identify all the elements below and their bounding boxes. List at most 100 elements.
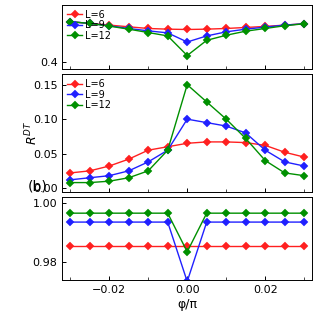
L=6 [88,169,92,173]
Line: L=12: L=12 [67,210,307,255]
L=9 [283,220,287,224]
L=12 [88,181,92,185]
L=12 [68,181,72,185]
L=9 [205,121,209,124]
L=6 [127,157,131,161]
L=9 [302,220,306,224]
L=12 [244,29,248,33]
L=12 [127,27,131,31]
L=9 [127,220,131,224]
L=6 [107,244,111,248]
Line: L=9: L=9 [67,19,307,45]
L=6 [244,244,248,248]
L=12 [88,211,92,215]
L=6 [224,140,228,144]
L=9 [224,220,228,224]
L=9 [68,178,72,182]
L=6 [68,20,72,24]
L=9 [68,220,72,224]
L=12 [185,83,189,87]
L=12 [166,34,170,38]
L=12 [224,211,228,215]
L=12 [224,33,228,37]
L=6 [283,244,287,248]
L=9 [88,21,92,25]
L=9 [127,169,131,173]
L=12 [107,179,111,183]
L=12 [283,24,287,28]
L=9 [302,22,306,26]
L=9 [224,124,228,128]
L=9 [68,20,72,24]
L=9 [283,23,287,27]
L=12 [166,211,170,215]
Legend: L=6, L=9, L=12: L=6, L=9, L=12 [65,8,113,43]
L=6 [205,140,209,144]
L=9 [166,31,170,35]
L=9 [146,220,150,224]
L=6 [263,25,267,28]
L=9 [244,220,248,224]
L=9 [302,164,306,168]
L=12 [68,211,72,215]
L=6 [107,164,111,168]
X-axis label: φ/π: φ/π [177,298,197,311]
L=6 [88,21,92,25]
L=12 [263,159,267,163]
L=12 [205,38,209,42]
L=12 [224,117,228,121]
L=9 [205,34,209,38]
L=9 [146,160,150,164]
L=6 [263,143,267,147]
L=9 [166,220,170,224]
L=9 [244,27,248,31]
L=9 [224,30,228,34]
L=12 [302,174,306,178]
Line: L=6: L=6 [67,19,307,33]
L=12 [244,211,248,215]
L=9 [263,148,267,152]
L=9 [107,24,111,28]
L=6 [302,22,306,26]
L=12 [302,211,306,215]
Legend: L=6, L=9, L=12: L=6, L=9, L=12 [65,77,113,112]
L=9 [146,29,150,33]
L=12 [302,22,306,26]
L=12 [127,211,131,215]
L=9 [185,280,189,284]
L=6 [127,244,131,248]
L=12 [146,31,150,35]
L=6 [283,23,287,27]
L=9 [166,148,170,152]
L=6 [244,26,248,29]
L=12 [205,211,209,215]
L=6 [68,244,72,248]
Line: L=6: L=6 [67,243,307,249]
L=12 [283,171,287,175]
L=12 [107,211,111,215]
L=9 [263,25,267,29]
L=12 [68,20,72,24]
L=9 [127,27,131,30]
Line: L=6: L=6 [67,139,307,176]
L=6 [302,155,306,159]
L=9 [283,160,287,164]
L=6 [166,244,170,248]
L=6 [224,27,228,30]
L=6 [185,244,189,248]
Y-axis label: $R^{DT}$: $R^{DT}$ [23,121,40,145]
L=6 [244,141,248,145]
Line: L=9: L=9 [67,116,307,183]
L=6 [185,28,189,31]
L=12 [166,148,170,152]
L=9 [185,40,189,44]
Line: L=9: L=9 [67,219,307,284]
L=9 [88,176,92,180]
L=9 [88,220,92,224]
L=9 [205,220,209,224]
L=9 [244,131,248,135]
L=6 [107,23,111,27]
L=12 [283,211,287,215]
L=6 [166,27,170,31]
L=12 [127,176,131,180]
